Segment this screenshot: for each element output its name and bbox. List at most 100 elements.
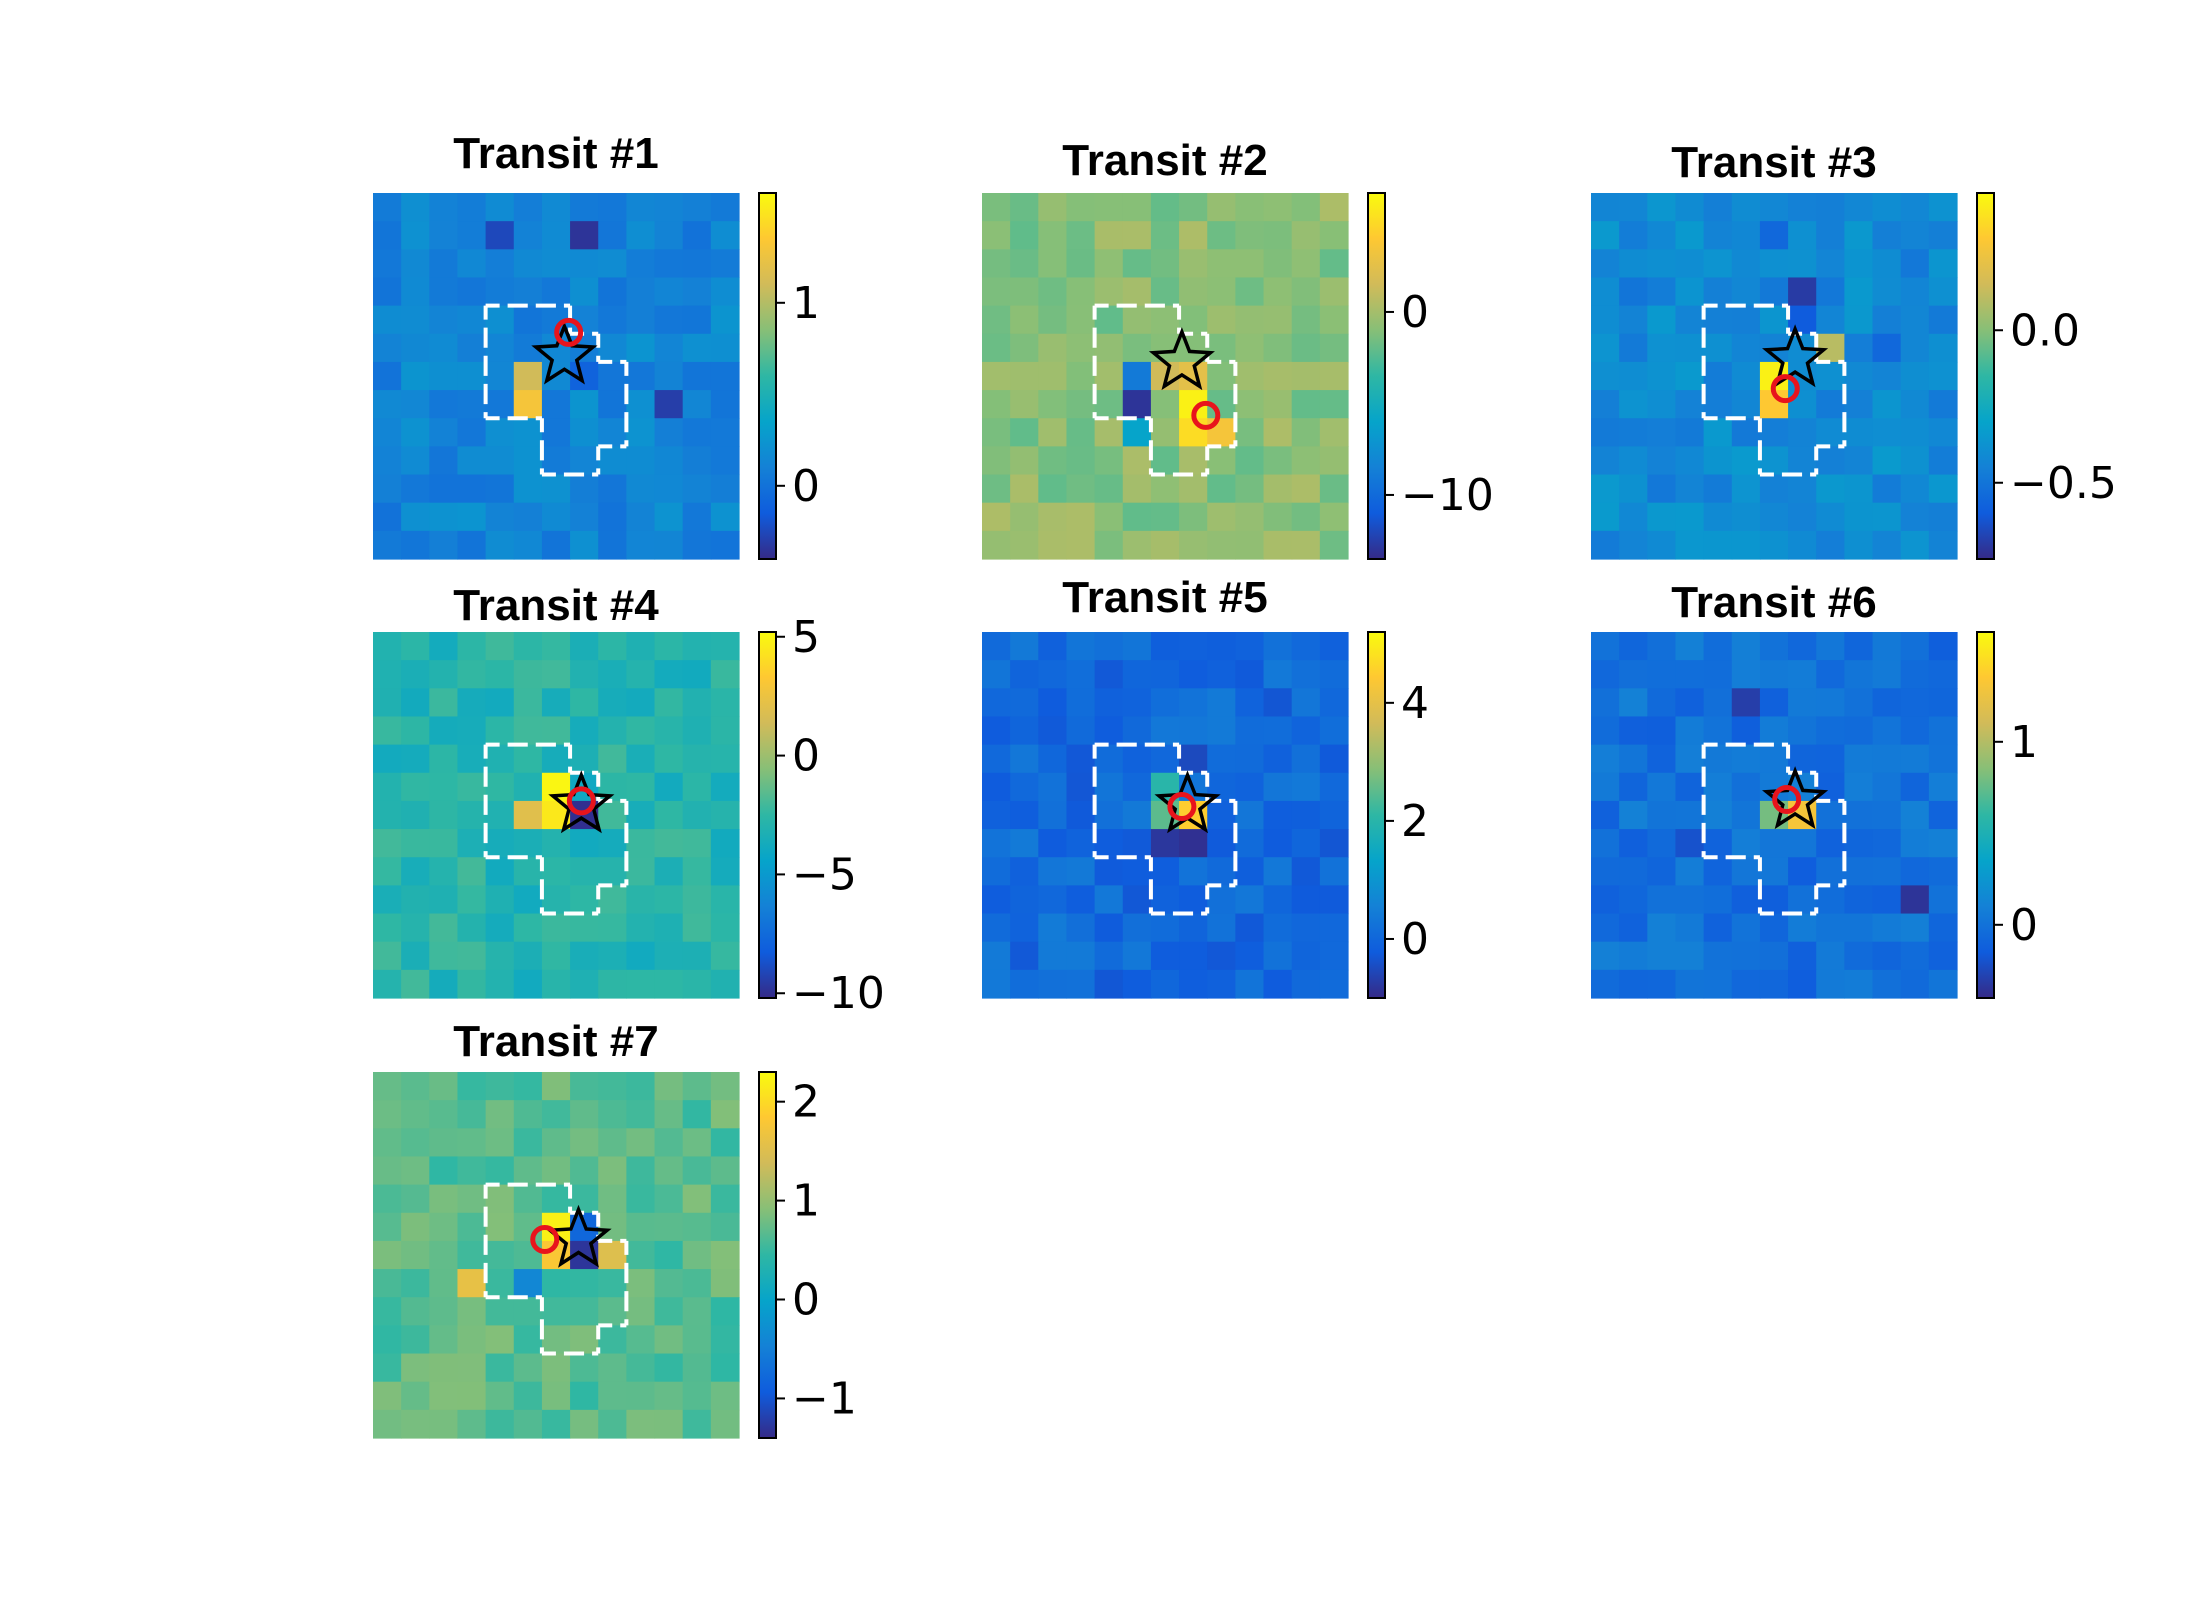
heatmap-cell [1872,502,1902,532]
heatmap-cell [429,1184,459,1214]
heatmap-cell [401,772,430,802]
heatmap-cell [1647,857,1677,886]
heatmap-cell [1900,913,1930,943]
heatmap-cell [982,193,1011,222]
panel-transit-5: Transit #5 4 2 0 [982,573,1429,999]
heatmap-cell [1759,277,1789,307]
panel-transit-4: Transit #4 5 0 −5 −10 [373,581,885,1019]
heatmap-cell [598,305,627,335]
heatmap-cell [1122,530,1152,560]
heatmap-cell [710,829,740,858]
heatmap-cell [1066,716,1096,746]
heatmap-cell [710,660,740,689]
heatmap-cell [429,1381,459,1411]
heatmap-cell [1235,829,1265,858]
heatmap-cell [1928,305,1958,335]
heatmap-cell [1235,333,1265,363]
heatmap-cell [485,1409,515,1439]
heatmap-cell [1872,772,1902,802]
centroid-circle [530,1225,560,1255]
heatmap-cell [982,857,1011,886]
heatmap-cell [513,772,543,802]
heatmap-cell [1122,857,1152,886]
heatmap-cell [485,941,515,971]
heatmap-cell [541,1353,571,1383]
heatmap-cell [513,744,543,774]
heatmap-cell [1731,941,1761,971]
heatmap-cell [1207,913,1236,943]
heatmap-cell [598,800,627,830]
heatmap-cell [541,249,571,279]
heatmap-cell [1647,744,1677,774]
heatmap-cell [682,530,712,560]
heatmap-cell [1647,221,1677,250]
heatmap-cell [1928,688,1958,718]
heatmap-cell [1319,249,1349,279]
heatmap-cell [1816,193,1845,222]
heatmap-cell [1122,249,1152,279]
heatmap-cell [401,829,430,858]
heatmap-cell [682,660,712,689]
heatmap-cell [1703,530,1733,560]
heatmap-cell [626,502,656,532]
heatmap-cell [401,1240,430,1270]
heatmap-cell [626,1100,656,1129]
heatmap-cell [1207,530,1236,560]
heatmap-cell [1291,969,1321,999]
heatmap-cell [1647,885,1677,915]
heatmap-cell [1759,716,1789,746]
heatmap-cell [1094,857,1124,886]
heatmap-cell [570,632,599,661]
heatmap-cell [1928,361,1958,391]
heatmap-cell [570,1128,599,1158]
heatmap-cell [541,221,571,250]
heatmap-cell [1703,885,1733,915]
heatmap-cell [1872,305,1902,335]
heatmap-cell [1844,277,1874,307]
heatmap-cell [626,446,656,476]
heatmap-cell [682,885,712,915]
heatmap-cell [401,885,430,915]
heatmap-cell [1731,446,1761,476]
heatmap-cell [485,1156,515,1186]
heatmap-cell [1900,418,1930,447]
heatmap-cell [1731,193,1761,222]
heatmap-cell [1872,660,1902,689]
heatmap-cell [1731,390,1761,419]
heatmap-cell [570,941,599,971]
heatmap-cell [541,660,571,689]
colorbar-tick-label: 2 [1401,796,1429,847]
heatmap-cell [1094,418,1124,447]
heatmap-cell [1291,857,1321,886]
heatmap-cell [1263,221,1293,250]
heatmap-cell [1844,530,1874,560]
heatmap-cell [1928,390,1958,419]
heatmap-cell [1150,193,1180,222]
heatmap-cell [429,744,459,774]
heatmap-cell [710,885,740,915]
heatmap-cell [682,1325,712,1355]
heatmap-cell [1703,660,1733,689]
heatmap-cell [1150,969,1180,999]
heatmap-cell [1094,829,1124,858]
heatmap-cell [710,193,740,222]
heatmap-cell [401,305,430,335]
heatmap-cell [682,221,712,250]
heatmap-cell [1038,446,1068,476]
heatmap-cell [1319,474,1349,504]
heatmap-cell [1788,688,1817,718]
heatmap-cell [1788,446,1817,476]
heatmap-cell [1591,193,1620,222]
heatmap-cell [598,1269,627,1298]
heatmap-cell [1731,249,1761,279]
heatmap-cell [1207,829,1236,858]
heatmap-cell [1900,249,1930,279]
heatmap-cell [1703,390,1733,419]
heatmap-cell [1759,941,1789,971]
heatmap-cell [401,418,430,447]
heatmap-cell [1263,913,1293,943]
colorbar-tick-label: −10 [792,968,885,1019]
heatmap-cell [1038,221,1068,250]
heatmap-cell [1675,446,1705,476]
heatmap-cell [513,418,543,447]
